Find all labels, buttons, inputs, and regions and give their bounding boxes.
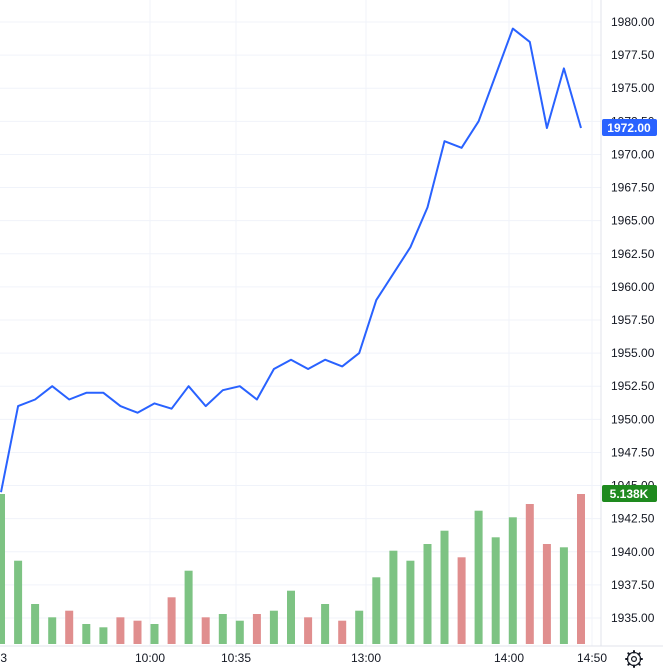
volume-bar: [269, 610, 278, 644]
volume-bar: [99, 627, 108, 644]
y-tick-label: 1952.50: [611, 379, 655, 393]
volume-bar: [201, 617, 210, 644]
y-tick-label: 1935.00: [611, 611, 655, 625]
volume-bar: [14, 560, 23, 644]
y-tick-label: 1957.50: [611, 313, 655, 327]
volume-bar: [355, 610, 364, 644]
volume-bar: [48, 617, 57, 644]
price-line: [0, 27, 582, 493]
y-tick-label: 1947.50: [611, 445, 655, 459]
volume-bar: [235, 620, 244, 644]
x-tick-label: 3: [0, 651, 7, 665]
y-tick-label: 1940.00: [611, 545, 655, 559]
volume-bar: [559, 547, 568, 644]
volume-bar: [338, 620, 347, 644]
volume-bar: [577, 494, 585, 644]
volume-bar: [321, 604, 330, 644]
volume-bar: [116, 617, 125, 644]
y-axis[interactable]: 1980.001977.501975.001972.501970.001967.…: [611, 15, 655, 625]
y-tick-label: 1955.00: [611, 346, 655, 360]
last-price-badge-bg: [602, 119, 657, 136]
volume-bar: [0, 494, 5, 644]
volume-bars: [0, 494, 585, 644]
last-volume-badge-bg: [602, 485, 657, 502]
y-tick-label: 1967.50: [611, 181, 655, 195]
volume-bar: [287, 590, 295, 644]
volume-bar: [440, 530, 449, 644]
volume-bar: [457, 557, 466, 644]
volume-bar: [508, 517, 517, 644]
volume-bar: [474, 510, 483, 644]
volume-bar: [167, 597, 176, 644]
y-tick-label: 1965.00: [611, 214, 655, 228]
volume-bar: [406, 560, 415, 644]
volume-bar: [389, 550, 398, 644]
volume-bar: [218, 614, 227, 644]
volume-bar: [184, 570, 193, 644]
x-axis[interactable]: 3 10:00 10:35 13:00 14:00 14:50: [0, 651, 607, 665]
volume-bar: [31, 604, 40, 644]
volume-bar: [491, 537, 500, 644]
last-volume-badge: 5.138K: [602, 485, 657, 502]
y-tick-label: 1980.00: [611, 15, 655, 29]
x-tick-label: 10:00: [135, 651, 165, 665]
volume-bar: [542, 544, 551, 644]
y-tick-label: 1937.50: [611, 578, 655, 592]
y-tick-label: 1960.00: [611, 280, 655, 294]
volume-bar: [304, 617, 313, 644]
volume-bar: [133, 620, 142, 644]
volume-bar: [65, 610, 74, 644]
x-tick-label: 14:50: [577, 651, 607, 665]
last-price-label: 1972.00: [607, 121, 651, 135]
y-tick-label: 1977.50: [611, 48, 655, 62]
volume-bar: [150, 624, 159, 644]
volume-bar: [525, 504, 534, 644]
last-price-badge: 1972.00: [602, 119, 657, 136]
last-volume-label: 5.138K: [610, 487, 649, 501]
volume-bar: [82, 624, 91, 644]
volume-bar: [252, 614, 261, 644]
x-tick-label: 14:00: [494, 651, 524, 665]
gear-icon[interactable]: [625, 650, 643, 668]
x-tick-label: 13:00: [351, 651, 381, 665]
y-tick-label: 1970.00: [611, 147, 655, 161]
y-tick-label: 1950.00: [611, 412, 655, 426]
volume-bar: [423, 544, 432, 644]
x-tick-label: 10:35: [221, 651, 251, 665]
volume-bar: [372, 577, 381, 644]
y-tick-label: 1962.50: [611, 247, 655, 261]
y-tick-label: 1975.00: [611, 81, 655, 95]
y-tick-label: 1942.50: [611, 512, 655, 526]
